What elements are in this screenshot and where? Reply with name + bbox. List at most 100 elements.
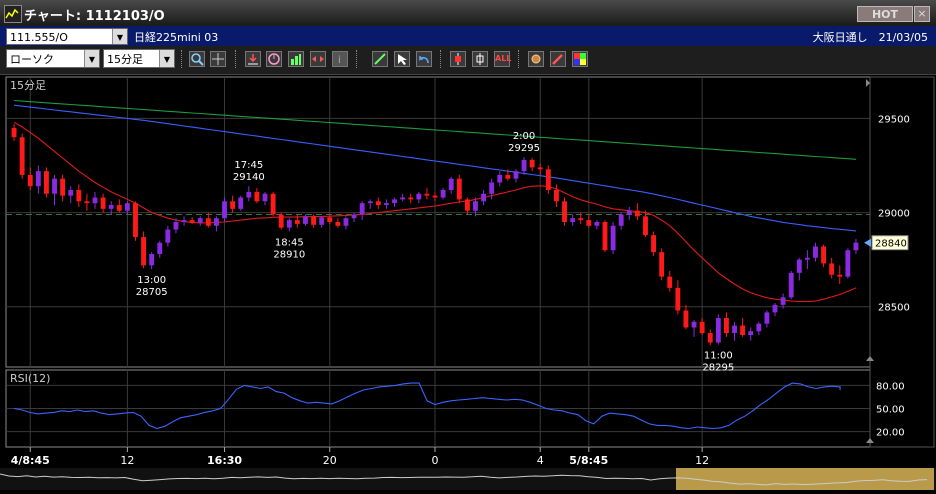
candle-body bbox=[408, 197, 414, 200]
chart-type-select[interactable]: ローソク ▼ bbox=[6, 49, 100, 68]
candle-body bbox=[562, 201, 567, 222]
zoom-icon[interactable] bbox=[189, 51, 205, 67]
cursor-icon[interactable] bbox=[394, 51, 410, 67]
scroll-down-icon bbox=[866, 438, 874, 443]
close-button[interactable]: × bbox=[914, 6, 930, 22]
rsi-tick-label: 80.00 bbox=[876, 381, 905, 392]
candle-body bbox=[521, 159, 527, 172]
price-tick-label: 29000 bbox=[878, 209, 910, 220]
download-icon[interactable] bbox=[245, 51, 261, 67]
candle-body bbox=[554, 189, 559, 202]
candle-body bbox=[165, 229, 171, 243]
info-icon[interactable]: i bbox=[332, 51, 348, 67]
candle-body bbox=[732, 325, 737, 334]
chart-type-value: ローソク bbox=[10, 53, 54, 66]
annotation-price: 28295 bbox=[702, 362, 734, 373]
chevron-down-icon[interactable]: ▼ bbox=[159, 50, 174, 67]
undo-icon[interactable] bbox=[416, 51, 432, 67]
candle-body bbox=[149, 254, 155, 266]
candle-body bbox=[440, 189, 446, 198]
all-icon[interactable]: ALL bbox=[494, 51, 511, 67]
candle-body bbox=[270, 193, 276, 215]
candle-body bbox=[319, 217, 325, 225]
candle-body bbox=[108, 205, 114, 209]
candle-body bbox=[181, 220, 187, 222]
candle-body bbox=[643, 216, 648, 236]
candle-body bbox=[100, 197, 106, 209]
rsi-tick-label: 50.00 bbox=[876, 405, 905, 416]
chevron-down-icon[interactable]: ▼ bbox=[84, 50, 99, 67]
period-icon[interactable] bbox=[266, 51, 282, 67]
candle-body bbox=[19, 137, 25, 175]
candle-body bbox=[845, 250, 851, 277]
symbol-value: 111.555/O bbox=[10, 31, 68, 44]
candle-body bbox=[262, 193, 268, 202]
candle-body bbox=[796, 259, 802, 273]
window-titlebar: チャート: 1112103/O HOT × bbox=[0, 0, 936, 27]
candle-body bbox=[570, 218, 576, 222]
hot-button[interactable]: HOT bbox=[857, 6, 913, 22]
annotation-price: 28910 bbox=[273, 249, 305, 260]
interval-select[interactable]: 15分足 ▼ bbox=[103, 49, 175, 68]
tools-icon[interactable] bbox=[528, 51, 544, 67]
candle-body bbox=[829, 263, 835, 275]
candle-body bbox=[545, 169, 551, 190]
x-tick-label: 16:30 bbox=[207, 454, 242, 467]
candle-body bbox=[707, 333, 713, 343]
candle-body bbox=[246, 191, 252, 198]
candle-body bbox=[214, 218, 219, 226]
candle-b-icon[interactable] bbox=[472, 51, 488, 67]
pen-icon[interactable] bbox=[550, 51, 566, 67]
candle-body bbox=[52, 178, 57, 194]
crosshair-icon[interactable] bbox=[210, 51, 226, 67]
candle-body bbox=[724, 318, 729, 334]
x-tick-label: 12 bbox=[695, 454, 709, 467]
candle-body bbox=[254, 191, 260, 202]
x-tick-label: 0 bbox=[432, 454, 439, 467]
candle-body bbox=[764, 312, 770, 324]
candle-body bbox=[400, 197, 406, 200]
instrument-name: 日経225mini 03 bbox=[134, 31, 219, 44]
candle-body bbox=[837, 274, 843, 277]
candle-body bbox=[124, 203, 130, 211]
candle-body bbox=[448, 178, 454, 190]
candle-body bbox=[222, 201, 227, 219]
candle-body bbox=[740, 325, 746, 335]
candle-body bbox=[675, 287, 681, 311]
overview-window bbox=[676, 468, 934, 490]
symbol-select[interactable]: 111.555/O ▼ bbox=[6, 28, 128, 45]
candle-body bbox=[294, 220, 300, 224]
candle-body bbox=[529, 159, 535, 168]
x-tick-label: 20 bbox=[323, 454, 337, 467]
annotation-price: 29295 bbox=[508, 143, 540, 154]
color-icon[interactable] bbox=[572, 51, 588, 67]
candle-body bbox=[351, 214, 357, 219]
draw-line-icon[interactable] bbox=[372, 51, 388, 67]
candle-body bbox=[513, 171, 519, 179]
ma-mid-line bbox=[13, 104, 857, 232]
chart-area[interactable]: 29500 29000 28500 15分足 13:00 28705 17:45 29140 1… bbox=[0, 74, 936, 490]
candle-a-icon[interactable] bbox=[450, 51, 466, 67]
candle-body bbox=[756, 323, 762, 332]
candle-body bbox=[230, 201, 236, 209]
candle-body bbox=[602, 222, 608, 251]
panel-label: 15分足 bbox=[10, 79, 46, 92]
price-tick-label: 29500 bbox=[878, 114, 910, 125]
fit-icon[interactable] bbox=[310, 51, 326, 67]
candle-body bbox=[311, 216, 316, 225]
candle-body bbox=[76, 189, 82, 202]
candle-body bbox=[432, 195, 438, 198]
candle-body bbox=[343, 218, 349, 226]
candle-body bbox=[286, 220, 292, 228]
chevron-down-icon[interactable]: ▼ bbox=[112, 29, 127, 44]
annotation-time: 17:45 bbox=[234, 160, 263, 171]
annotation-price: 29140 bbox=[233, 172, 265, 183]
x-tick-label: 12 bbox=[120, 454, 134, 467]
candle-body bbox=[11, 127, 17, 138]
candle-body bbox=[367, 201, 373, 204]
candle-body bbox=[667, 276, 673, 288]
bar-chart-icon[interactable] bbox=[288, 51, 304, 67]
rsi-line bbox=[13, 382, 841, 430]
candle-body bbox=[335, 222, 341, 226]
